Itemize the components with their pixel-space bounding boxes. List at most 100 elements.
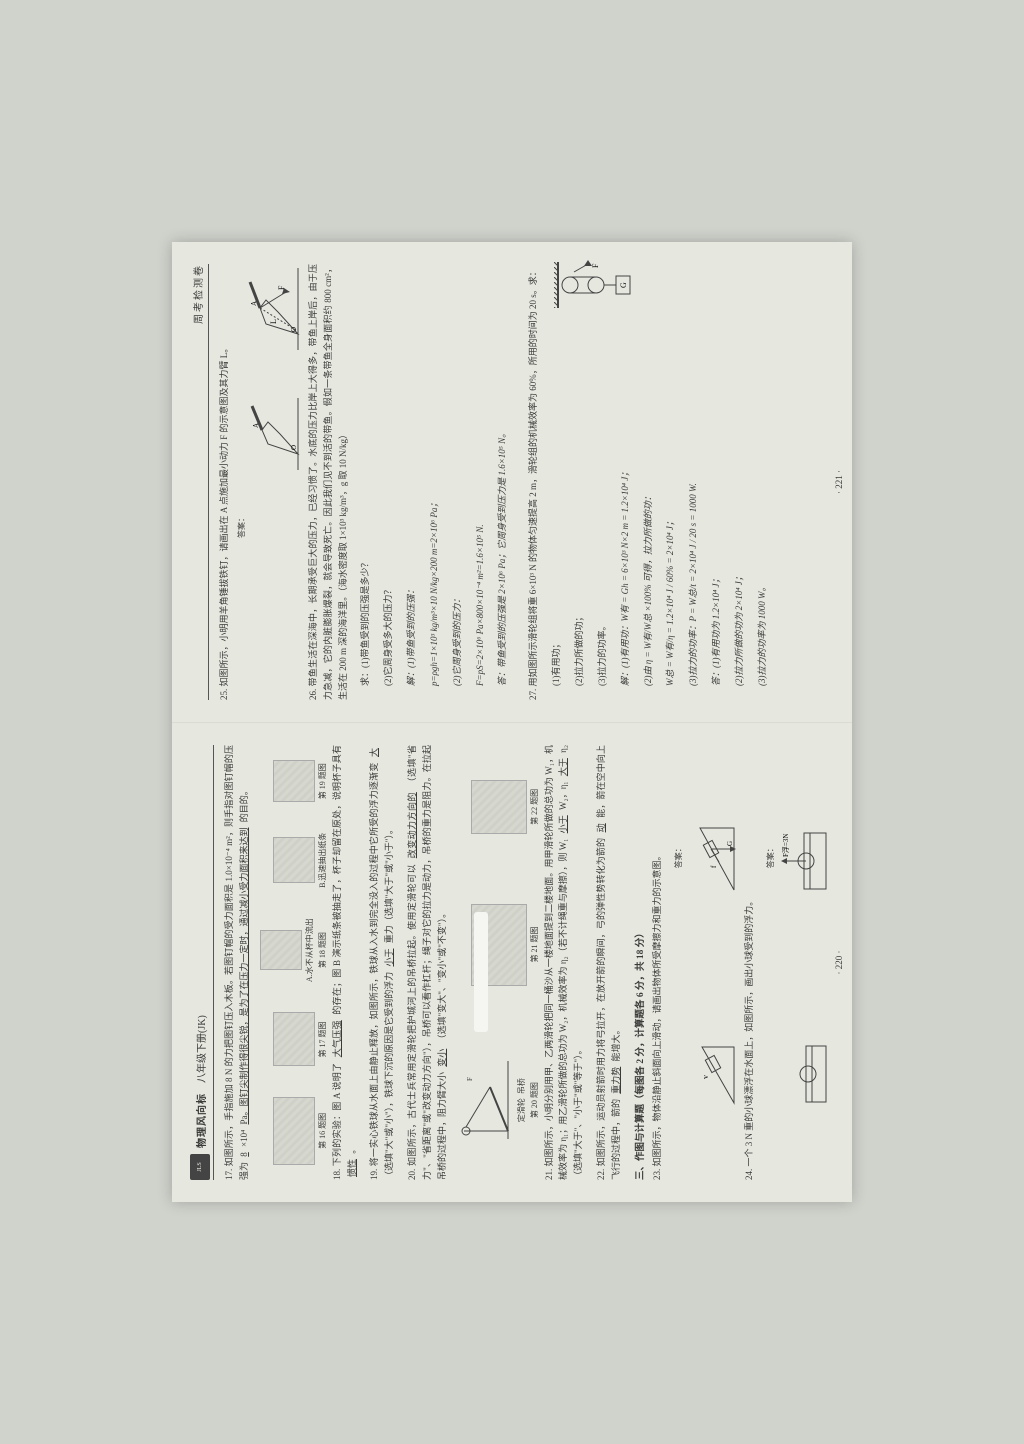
- lbl-pulley: 定滑轮: [517, 1098, 526, 1122]
- fn-label: F浮=3N: [781, 834, 790, 857]
- page-right: 周考检测卷 25. 如图所示，小明用羊角锤拔铁钉，请画出在 A 点施加最小动力 …: [172, 242, 852, 722]
- svg-text:F: F: [466, 1077, 474, 1081]
- q22-a: 22. 如图所示，运动员射箭时用力将弓拉开，在放开箭的瞬间，弓的弹性势转化为箭的: [596, 838, 606, 1180]
- q23-fig: v: [690, 1039, 740, 1109]
- whiteout-1: [474, 912, 488, 1032]
- fig20-svg: F: [458, 1055, 514, 1145]
- fig18b: B.迅速抽出纸条: [273, 833, 328, 888]
- q19-ans2: 小于: [384, 946, 394, 970]
- q18-b: 的存在；图 B 演示纸条被抽走了，杯子却留在原处，说明杯子具有: [332, 745, 342, 1015]
- img-row-1: 第 16 题图 第 17 题图 A.水不从杯中流出 第 18 题图 B.迅速抽出…: [260, 745, 328, 1180]
- q19: 19. 将一实心铁球从水面上由静止释放，如图所示，铁球从入水到完全没入的过程中它…: [367, 745, 397, 1180]
- fig19: 第 19 题图: [273, 760, 328, 802]
- q24-ans: 答案： F浮=3N: [765, 819, 830, 893]
- ans-lbl-25-text: 答案：: [236, 514, 247, 538]
- q27: 27. 用如图所示滑轮组将重 6×10³ N 的物体匀速提高 2 m，滑轮组的机…: [526, 264, 541, 700]
- q24: 24. 一个 3 N 重的小球漂浮在水面上，如图所示，画出小球受到的浮力。: [742, 745, 757, 1180]
- q17-ans1: 8: [239, 1149, 249, 1160]
- pg-right: · 221 ·: [834, 242, 844, 722]
- q17-ans2: Pa。图钉尖制作得很尖锐，是为了在压力一定时，通过减小受力面积来达到: [239, 825, 249, 1128]
- svg-text:A: A: [250, 301, 258, 306]
- q27-s2a: (2)由 η = W有/W总 ×100% 可得，拉力所做的功：: [641, 264, 656, 686]
- pg-left: · 220 ·: [834, 723, 844, 1202]
- svg-text:v: v: [701, 1075, 710, 1079]
- fig22: 第 22 题图: [471, 780, 540, 834]
- lbl-bridge: 吊桥: [517, 1078, 526, 1094]
- fig18b-img: [273, 837, 315, 883]
- fig20-cap: 第 20 题图: [529, 1082, 540, 1118]
- section-3: 三、作图与计算题（每图各 2 分，计算题各 6 分，共 18 分）: [632, 745, 646, 1180]
- q26-s2b: F=pS=2×10⁶ Pa×800×10⁻⁴ m²=1.6×10⁵ N.: [473, 264, 488, 686]
- svg-text:G: G: [726, 841, 734, 846]
- ans-lbl-25: 答案：: [236, 514, 247, 538]
- q24-fig: [784, 1042, 830, 1106]
- q27-ans2: (2)拉力所做的功为 2×10⁴ J；: [732, 264, 747, 686]
- q18-c: 。: [347, 1145, 357, 1154]
- fig19-img: [273, 760, 315, 802]
- img-row-2: F 定滑轮 吊桥 第 20 题图 第 21 题图 第 22 题图: [458, 745, 540, 1180]
- q18-ans1: 大气压强: [332, 1017, 342, 1060]
- q25-figs: 答案： A O F: [240, 264, 304, 700]
- q18-a: 18. 下列的实验：图 A 说明了: [332, 1063, 342, 1180]
- q20-ans1: 改变动力方向的: [407, 789, 417, 861]
- q19-b: （选填"大"或"小"），铁球下沉的原因是它受到的浮力: [384, 972, 394, 1180]
- q27-a3: (3)拉力的功率。: [595, 264, 610, 686]
- fig20: F 定滑轮 吊桥 第 20 题图: [458, 1055, 540, 1145]
- q27-a1: (1)有用功；: [549, 264, 564, 686]
- q19-a: 19. 将一实心铁球从水面上由静止释放，如图所示，铁球从入水到完全没入的过程中它…: [369, 762, 379, 1180]
- fig16-cap: 第 16 题图: [317, 1113, 328, 1149]
- fig18a-cap: A.水不从杯中流出: [304, 918, 315, 982]
- ans-lbl-24: 答案：: [765, 844, 776, 868]
- q27-text: 27. 用如图所示滑轮组将重 6×10³ N 的物体匀速提高 2 m，滑轮组的机…: [528, 267, 538, 700]
- q22-ans1: 动: [596, 820, 606, 835]
- grade-text: 八年级下册(JK): [193, 1015, 208, 1083]
- fig21-cap: 第 21 题图: [529, 927, 540, 963]
- q27-s1: 解：(1)有用功：W有 = Gh = 6×10³ N×2 m = 1.2×10⁴…: [618, 264, 633, 686]
- ans-lbl-23: 答案：: [673, 844, 684, 868]
- float-2: F浮=3N: [778, 819, 830, 893]
- q21-ans1: 小于: [558, 812, 568, 836]
- q20-c: （选填"变大"、"变小"或"不变"）。: [437, 909, 447, 1044]
- svg-text:A: A: [252, 423, 260, 428]
- q27-pulley: G F: [554, 258, 638, 312]
- fig16-img: [273, 1097, 315, 1165]
- svg-text:O: O: [290, 445, 298, 450]
- fig18b-cap: B.迅速抽出纸条: [317, 833, 328, 888]
- q25: 25. 如图所示，小明用羊角锤拔铁钉，请画出在 A 点施加最小动力 F 的示意图…: [217, 264, 232, 700]
- pulley-svg: G F: [554, 258, 638, 312]
- fig17: 第 17 题图: [273, 1012, 328, 1066]
- q19-ans1: 大: [369, 745, 379, 760]
- fig19-cap: 第 19 题图: [317, 763, 328, 799]
- q17: 17. 如图所示，手指施加 8 N 的力把图钉压入木板。若图钉帽的受力面积是 1…: [222, 745, 252, 1180]
- hammer-2: F L O A: [240, 264, 304, 354]
- q21: 21. 如图所示，小明分别用甲、乙两滑轮把同一桶沙从一楼地面提到二楼地面。用甲滑…: [542, 745, 587, 1180]
- q27-s3a: (3)拉力的功率：P = W总/t = 2×10⁴ J / 20 s = 100…: [686, 264, 701, 686]
- q20-ans2: 变小: [437, 1046, 447, 1070]
- q26-s3: 答：带鱼受到的压强是 2×10⁶ Pa；它周身受到压力是 1.6×10⁵ N。: [495, 264, 510, 686]
- q24-figs: 答案： F浮=3N: [765, 745, 830, 1180]
- q23-figs: v 答案： G f: [673, 745, 740, 1180]
- q21-ans2: 大于: [558, 755, 568, 779]
- q27-ans3: (3)拉力的功率为 1000 W。: [755, 264, 770, 686]
- q20: 20. 如图所示，古代士兵常用定滑轮把护城河上的吊桥拉起。使用定滑轮可以 改变动…: [405, 745, 450, 1180]
- fig18a: A.水不从杯中流出 第 18 题图: [260, 918, 328, 982]
- brand-text: 物理风向标: [193, 1093, 208, 1148]
- q19-c: 重力（选填"大于"或"小于"）。: [384, 825, 394, 943]
- svg-text:F: F: [591, 263, 600, 268]
- incline-1: v: [690, 1039, 740, 1109]
- fig16: 第 16 题图: [273, 1097, 328, 1165]
- svg-text:G: G: [619, 282, 628, 288]
- q23: 23. 如图所示，物体沿静止斜面向上滑动，请画出物体所受摩擦力和重力的示意图。: [650, 745, 665, 1180]
- q26-s2: (2)它周身受到的压力：: [450, 264, 465, 686]
- fig22-img: [471, 780, 527, 834]
- brand-logo: JLS: [190, 1154, 210, 1180]
- page-left: JLS 物理风向标 八年级下册(JK) 17. 如图所示，手指施加 8 N 的力…: [172, 722, 852, 1202]
- q17-c: 的目的。: [239, 786, 249, 822]
- q26-ask2: (2)它周身受多大的压力？: [381, 264, 396, 686]
- svg-text:L: L: [269, 319, 278, 324]
- fig22-cap: 第 22 题图: [529, 789, 540, 825]
- fig17-cap: 第 17 题图: [317, 1021, 328, 1057]
- q21-b: W₂，η₁: [558, 781, 568, 810]
- q27-s2b: W总 = W有/η = 1.2×10⁴ J / 60% = 2×10⁴ J；: [663, 264, 678, 686]
- q17-b: ×10⁴: [239, 1130, 249, 1147]
